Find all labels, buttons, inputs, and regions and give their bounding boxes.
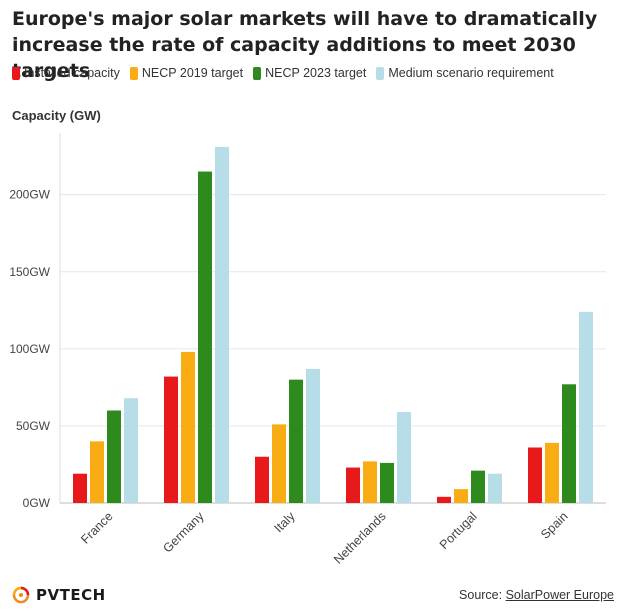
bar-france-1[interactable]	[90, 441, 104, 503]
bar-spain-3[interactable]	[579, 311, 593, 503]
y-tick-label: 150GW	[9, 265, 50, 279]
bar-germany-2[interactable]	[198, 171, 212, 503]
bar-france-0[interactable]	[73, 473, 87, 503]
bar-italy-3[interactable]	[306, 368, 320, 503]
bar-portugal-2[interactable]	[471, 470, 485, 503]
source-note: Source: SolarPower Europe	[459, 588, 614, 602]
bar-germany-1[interactable]	[181, 351, 195, 503]
bar-spain-2[interactable]	[562, 384, 576, 503]
legend-label-necp-2023: NECP 2023 target	[265, 66, 367, 80]
bar-netherlands-1[interactable]	[363, 461, 377, 503]
x-tick-label: Portugal	[437, 509, 480, 552]
bar-netherlands-3[interactable]	[397, 412, 411, 503]
bar-germany-0[interactable]	[164, 376, 178, 503]
chart-title: Europe's major solar markets will have t…	[12, 8, 598, 82]
bar-portugal-1[interactable]	[454, 489, 468, 503]
x-tick-label: Italy	[272, 509, 299, 536]
y-tick-label: 0GW	[23, 496, 51, 510]
source-link[interactable]: SolarPower Europe	[505, 588, 614, 602]
bar-portugal-0[interactable]	[437, 496, 451, 503]
bar-italy-0[interactable]	[255, 456, 269, 503]
legend-swatch-necp-2019	[129, 66, 138, 80]
bar-france-3[interactable]	[124, 398, 138, 503]
bar-portugal-3[interactable]	[488, 473, 502, 503]
legend-item-necp-2023[interactable]: NECP 2023 target	[253, 66, 366, 80]
y-tick-label: 50GW	[16, 419, 51, 433]
legend-label-installed-capacity: Installed capacity	[24, 66, 120, 80]
legend-swatch-necp-2023	[253, 66, 262, 80]
legend-swatch-medium-scenario	[376, 66, 385, 80]
legend-label-necp-2019: NECP 2019 target	[141, 66, 244, 80]
y-tick-label: 100GW	[9, 342, 50, 356]
bar-germany-3[interactable]	[215, 146, 229, 503]
source-prefix: Source:	[459, 588, 506, 602]
bar-spain-1[interactable]	[545, 442, 559, 503]
pvtech-logo-text: PVTECH	[36, 586, 106, 604]
legend-swatch-installed-capacity	[12, 66, 20, 80]
legend-item-necp-2019[interactable]: NECP 2019 target	[129, 66, 244, 80]
legend-item-medium-scenario[interactable]: Medium scenario requirement	[376, 66, 554, 80]
legend: Installed capacity NECP 2019 target NECP…	[12, 66, 554, 80]
x-tick-label: Spain	[538, 509, 571, 542]
pvtech-logo-icon	[12, 586, 30, 604]
legend-item-installed-capacity[interactable]: Installed capacity	[12, 66, 120, 80]
y-axis-label: Capacity (GW)	[12, 108, 101, 123]
pvtech-logo[interactable]: PVTECH	[12, 586, 106, 604]
bar-france-2[interactable]	[107, 410, 121, 504]
x-tick-label: France	[78, 509, 115, 546]
x-tick-label: Germany	[160, 509, 207, 556]
bar-italy-1[interactable]	[272, 424, 286, 503]
legend-label-medium-scenario: Medium scenario requirement	[388, 66, 554, 80]
x-tick-label: Netherlands	[331, 509, 389, 567]
bar-netherlands-0[interactable]	[346, 467, 360, 503]
bar-spain-0[interactable]	[528, 447, 542, 504]
bar-netherlands-2[interactable]	[380, 462, 394, 503]
y-tick-label: 200GW	[9, 188, 50, 202]
bar-italy-2[interactable]	[289, 379, 303, 503]
